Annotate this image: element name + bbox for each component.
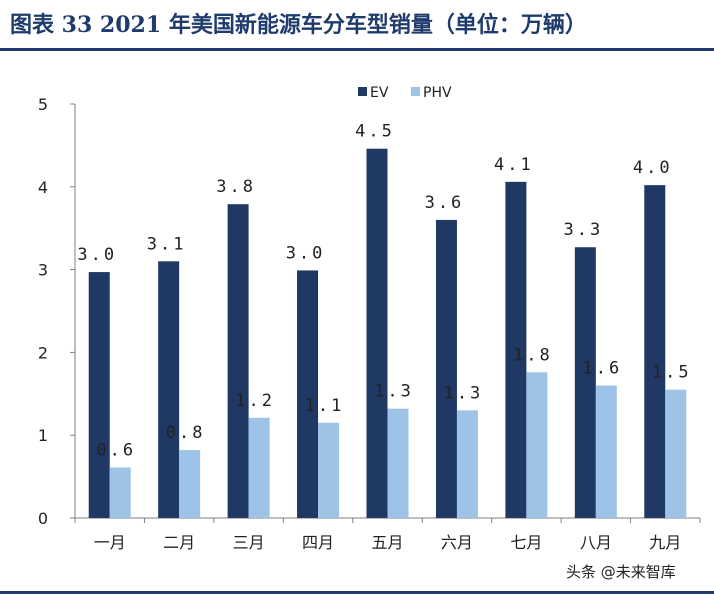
x-tick-label: 三月	[233, 533, 265, 552]
y-tick-label: 1	[38, 426, 48, 445]
x-tick-label: 六月	[441, 533, 473, 552]
legend-swatch-ev	[358, 87, 367, 96]
bar-ev	[644, 185, 666, 519]
data-label-ev: 3.1	[147, 234, 187, 254]
x-tick-label: 八月	[580, 533, 612, 552]
data-label-ev: 3.8	[216, 177, 256, 197]
data-label-phv: 1.1	[305, 396, 345, 416]
legend-label-ev: EV	[370, 85, 389, 101]
data-label-ev: 3.6	[425, 193, 465, 213]
bar-phv	[595, 385, 617, 518]
y-tick-label: 3	[38, 261, 48, 280]
data-label-ev: 4.5	[355, 122, 395, 142]
bar-phv	[387, 408, 409, 518]
data-label-phv: 1.5	[652, 363, 692, 383]
data-label-phv: 1.8	[513, 345, 553, 365]
bar-ev	[88, 272, 110, 518]
bar-phv	[526, 372, 548, 518]
data-label-ev: 3.0	[286, 243, 326, 263]
bar-ev	[435, 219, 457, 519]
y-tick-label: 2	[38, 343, 48, 362]
bar-ev	[227, 204, 249, 519]
bar-ev	[574, 247, 596, 518]
bar-phv	[179, 450, 201, 518]
x-tick-label: 一月	[94, 533, 126, 552]
bar-phv	[318, 422, 340, 518]
bar-ev	[297, 270, 319, 518]
bottom-rule	[0, 591, 714, 594]
x-tick-label: 九月	[649, 533, 681, 552]
bar-phv	[456, 410, 478, 518]
bar-phv	[665, 389, 687, 518]
y-tick-label: 5	[38, 95, 48, 114]
bar-ev	[366, 148, 388, 518]
data-label-ev: 4.0	[633, 158, 673, 178]
data-label-phv: 1.3	[374, 382, 414, 402]
bar-ev	[158, 261, 180, 518]
data-label-phv: 0.8	[166, 423, 206, 443]
x-tick-label: 四月	[302, 533, 334, 552]
y-tick-label: 4	[38, 178, 48, 197]
x-tick-label: 七月	[510, 533, 542, 552]
data-label-phv: 1.2	[235, 391, 275, 411]
bar-ev	[505, 181, 527, 518]
bar-phv	[248, 417, 270, 518]
data-label-phv: 1.6	[582, 359, 622, 379]
data-label-phv: 1.3	[444, 383, 484, 403]
x-tick-label: 五月	[371, 533, 403, 552]
chart-title: 图表 33 2021 年美国新能源车分车型销量（单位：万辆）	[10, 12, 587, 38]
data-label-ev: 4.1	[494, 155, 534, 175]
x-tick-label: 二月	[163, 533, 195, 552]
data-label-ev: 3.3	[563, 220, 603, 240]
bar-phv	[109, 467, 131, 518]
title-rule	[0, 48, 714, 51]
data-label-phv: 0.6	[96, 440, 136, 460]
legend-label-phv: PHV	[423, 85, 452, 101]
data-label-ev: 3.0	[77, 245, 117, 265]
legend-swatch-phv	[411, 87, 420, 96]
y-tick-label: 0	[38, 509, 48, 528]
watermark: 头条 @未来智库	[566, 563, 676, 581]
